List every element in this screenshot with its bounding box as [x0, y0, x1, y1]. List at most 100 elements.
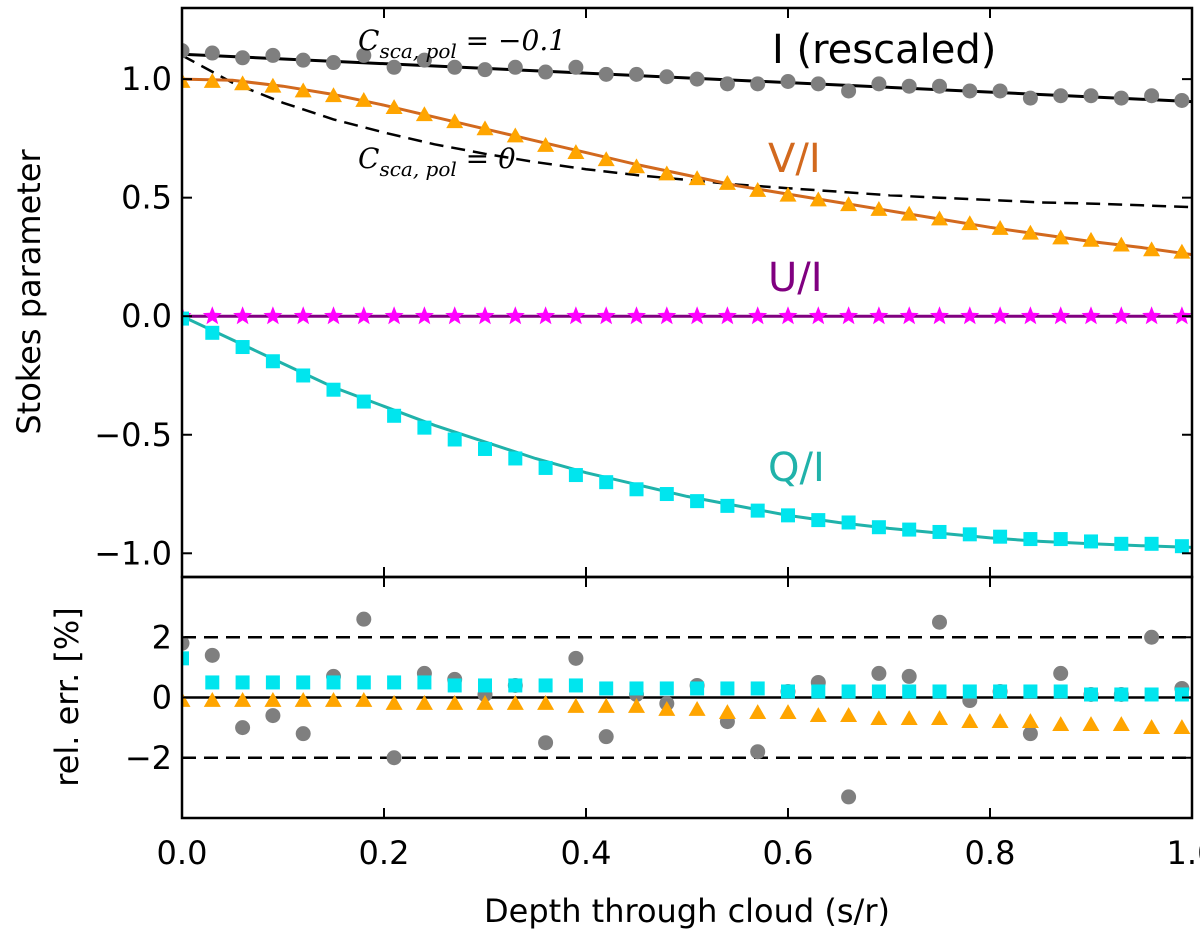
u-over-i-point — [657, 306, 677, 325]
stokes-y-tick-label: 0.0 — [121, 297, 172, 335]
i-rescaled-point — [568, 59, 584, 75]
v-error-point — [537, 695, 555, 710]
i-error-point — [598, 729, 614, 745]
annotation-zero-subscript: sca, pol — [379, 157, 456, 181]
stokes-y-tick-label: 1.0 — [121, 60, 172, 98]
q-error-point — [447, 678, 462, 693]
stokes-y-ticks: −1.0 −0.5 0.0 0.5 1.0 — [94, 8, 1193, 577]
v-error-point — [1082, 716, 1100, 731]
i-rescaled-point — [841, 83, 857, 99]
v-error-point — [355, 692, 373, 707]
q-over-i-point — [690, 494, 705, 509]
u-over-i-point — [960, 306, 980, 325]
v-error-point — [900, 710, 918, 725]
x-tick-label: 0.8 — [965, 834, 1016, 872]
i-rescaled-point — [295, 52, 311, 68]
q-over-i-point — [356, 394, 371, 409]
q-error-point — [568, 678, 583, 693]
v-over-i-point — [1021, 224, 1039, 240]
v-over-i-point — [1143, 241, 1161, 257]
u-over-i-point — [1172, 306, 1192, 325]
v-over-i-point — [1112, 236, 1130, 252]
i-rescaled-point — [659, 69, 675, 85]
q-over-i-point — [478, 441, 492, 456]
q-over-i-point — [417, 420, 432, 435]
q-error-point — [781, 684, 795, 699]
i-error-point — [568, 650, 584, 666]
u-over-i-point — [930, 306, 949, 325]
annotation-minus-rest: = −0.1 — [457, 24, 566, 57]
i-rescaled-point — [1144, 88, 1160, 104]
v-error-point — [506, 695, 524, 710]
annotation-zero-base: C — [358, 142, 379, 175]
v-error-point — [840, 707, 858, 722]
q-error-point — [629, 681, 644, 696]
u-over-i-point — [1142, 306, 1162, 325]
q-error-point — [1174, 687, 1189, 702]
v-over-i-line — [182, 77, 1192, 257]
q-over-i-point — [962, 527, 977, 542]
u-over-i-point — [384, 306, 404, 325]
q-error-point — [205, 675, 220, 690]
v-over-i-point — [1082, 231, 1100, 247]
v-error-point — [597, 698, 615, 713]
i-rescaled-point — [1083, 88, 1099, 104]
q-error-point — [1023, 684, 1038, 699]
i-rescaled-point — [871, 76, 887, 92]
q-over-i-point — [781, 508, 795, 523]
v-over-i-point — [900, 205, 918, 221]
i-error-point — [295, 726, 311, 742]
label-v-over-i: V/I — [768, 136, 821, 182]
v-error-point — [991, 713, 1009, 728]
i-error-point — [356, 611, 372, 627]
v-over-i-point — [628, 158, 645, 174]
v-error-point — [870, 710, 888, 725]
v-error-point — [294, 692, 312, 707]
v-error-point — [1173, 719, 1191, 734]
i-rescaled-point — [182, 43, 190, 59]
residual-y-axis-title: rel. err. [%] — [48, 607, 86, 787]
v-over-i-point — [203, 72, 221, 88]
v-over-i-point — [840, 196, 858, 212]
i-rescaled-point — [901, 78, 917, 94]
residual-y-tick-label: 2 — [152, 618, 172, 656]
v-over-i-point — [809, 191, 827, 207]
q-over-i-point — [326, 382, 341, 397]
x-axis-title: Depth through cloud (s/r) — [484, 892, 890, 930]
q-over-i-point — [568, 468, 583, 483]
i-rescaled-point — [689, 71, 705, 87]
u-over-i-point — [808, 306, 828, 325]
label-q-over-i: Q/I — [768, 445, 825, 491]
i-rescaled-point — [992, 83, 1008, 99]
q-error-point — [1114, 687, 1129, 702]
q-over-i-point — [750, 503, 765, 518]
q-error-point — [508, 678, 523, 693]
i-rescaled-point — [719, 76, 735, 92]
v-over-i-point — [264, 77, 282, 93]
q-over-i-point — [182, 311, 189, 326]
x-tick-label: 0.0 — [157, 834, 208, 872]
q-over-i-point — [902, 522, 917, 537]
residual-panel: −2 0 2 0.0 0.2 0.4 0.6 0.8 1.0 rel. err. [%] Dep… — [48, 575, 1200, 930]
q-over-i-point — [932, 524, 947, 539]
annotation-csca-pol-zero: Csca, pol = 0 — [358, 142, 516, 181]
i-error-point — [1053, 665, 1069, 681]
v-over-i-point — [446, 113, 464, 129]
q-error-point — [1053, 684, 1068, 699]
i-error-point — [750, 744, 766, 760]
v-error-point — [203, 692, 221, 707]
x-tick-label: 0.2 — [359, 834, 410, 872]
i-rescaled-point — [750, 76, 766, 92]
v-over-i-point — [779, 186, 797, 202]
v-over-i-point — [294, 82, 312, 98]
q-error-point — [993, 684, 1008, 699]
stokes-y-tick-label: −1.0 — [94, 534, 172, 572]
v-error-point — [1112, 716, 1130, 731]
i-error-point — [235, 720, 251, 736]
i-rescaled-point — [326, 55, 341, 71]
v-error-point — [1143, 719, 1161, 734]
q-over-i-point — [1174, 539, 1189, 554]
q-error-point — [902, 684, 917, 699]
u-over-i-point — [475, 306, 495, 325]
q-over-i-point — [447, 432, 462, 447]
